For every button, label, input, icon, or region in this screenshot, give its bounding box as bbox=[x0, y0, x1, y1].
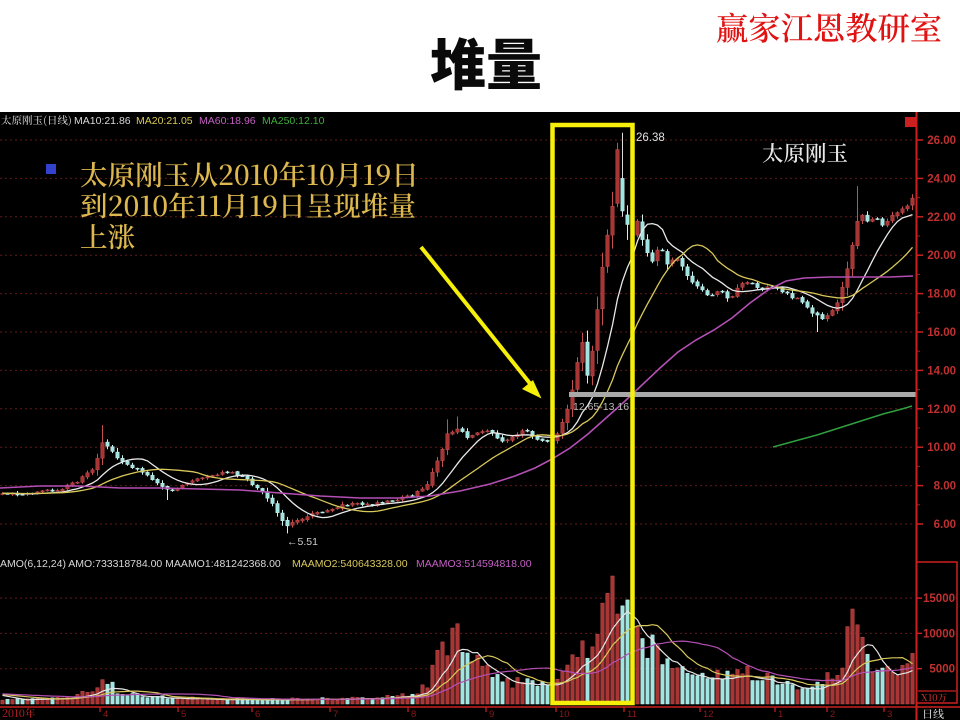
svg-text:5000: 5000 bbox=[929, 664, 955, 676]
svg-text:12.65-13.16: 12.65-13.16 bbox=[573, 401, 629, 413]
svg-text:26.38: 26.38 bbox=[636, 132, 665, 144]
svg-text:26.00: 26.00 bbox=[927, 135, 956, 147]
svg-text:2: 2 bbox=[830, 709, 835, 720]
svg-text:24.00: 24.00 bbox=[927, 173, 956, 185]
svg-text:11: 11 bbox=[627, 709, 637, 720]
svg-text:10000: 10000 bbox=[923, 628, 955, 640]
svg-text:10: 10 bbox=[559, 709, 570, 720]
svg-text:MAAMO3:514594818.00: MAAMO3:514594818.00 bbox=[416, 558, 532, 570]
svg-text:6.00: 6.00 bbox=[934, 519, 956, 531]
svg-text:12: 12 bbox=[703, 709, 714, 720]
svg-text:9: 9 bbox=[489, 709, 494, 720]
svg-text:12.00: 12.00 bbox=[927, 404, 956, 416]
svg-text:5: 5 bbox=[181, 709, 186, 720]
svg-text:←5.51: ←5.51 bbox=[287, 536, 318, 548]
svg-text:22.00: 22.00 bbox=[927, 212, 956, 224]
svg-text:4: 4 bbox=[103, 709, 108, 720]
svg-text:AMO(6,12,24) AMO:733318784.00: AMO(6,12,24) AMO:733318784.00 MAAMO1:481… bbox=[0, 558, 281, 570]
svg-text:MA60:18.96: MA60:18.96 bbox=[199, 115, 256, 127]
svg-text:14.00: 14.00 bbox=[927, 365, 956, 377]
svg-text:MA250:12.10: MA250:12.10 bbox=[262, 115, 325, 127]
svg-text:16.00: 16.00 bbox=[927, 327, 956, 339]
svg-text:7: 7 bbox=[333, 709, 338, 720]
svg-text:8.00: 8.00 bbox=[934, 481, 956, 493]
svg-text:18.00: 18.00 bbox=[927, 289, 956, 301]
svg-text:15000: 15000 bbox=[923, 593, 955, 605]
svg-text:20.00: 20.00 bbox=[927, 250, 956, 262]
svg-text:3: 3 bbox=[887, 709, 892, 720]
svg-text:1: 1 bbox=[778, 709, 783, 720]
svg-text:MA10:21.86: MA10:21.86 bbox=[74, 115, 131, 127]
svg-text:MA20:21.05: MA20:21.05 bbox=[136, 115, 193, 127]
svg-text:MAAMO2:540643328.00: MAAMO2:540643328.00 bbox=[292, 558, 408, 570]
svg-text:10.00: 10.00 bbox=[927, 442, 956, 454]
svg-text:8: 8 bbox=[411, 709, 416, 720]
svg-text:6: 6 bbox=[255, 709, 260, 720]
